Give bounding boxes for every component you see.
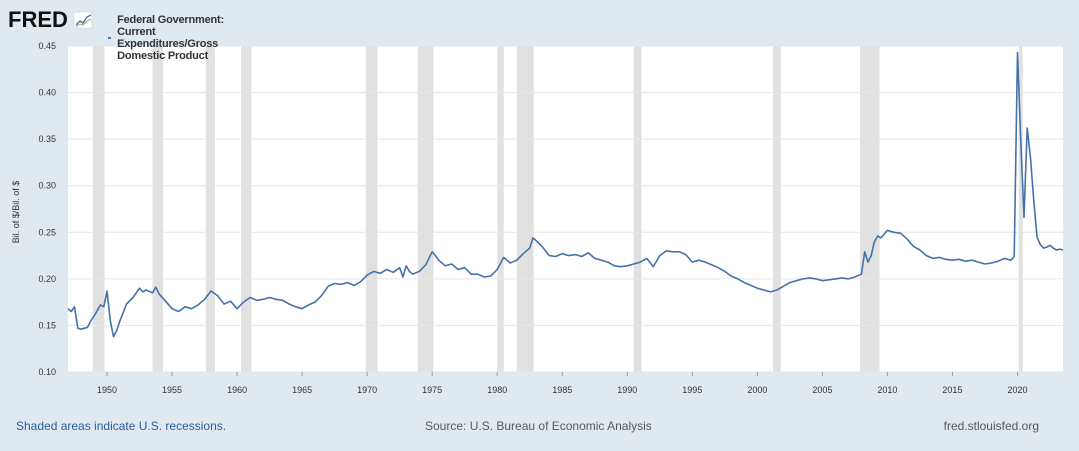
x-tick-label: 1985 xyxy=(552,385,572,395)
y-tick-label: 0.35 xyxy=(38,134,56,144)
recession-band xyxy=(240,46,252,372)
legend-swatch xyxy=(108,37,112,39)
x-tick-label: 2020 xyxy=(1007,385,1027,395)
y-axis-ticks: 0.10 0.15 0.20 0.25 0.30 0.35 0.40 0.45 xyxy=(38,41,56,377)
legend: Federal Government: Current Expenditures… xyxy=(108,14,225,62)
recession-band xyxy=(92,46,105,372)
x-tick-label: 1990 xyxy=(617,385,637,395)
y-tick-label: 0.15 xyxy=(38,320,56,330)
fred-logo-text: FRED xyxy=(8,7,68,32)
gridlines xyxy=(68,45,1063,373)
x-tick-label: 1950 xyxy=(97,385,117,395)
x-tick-label: 1980 xyxy=(487,385,507,395)
x-tick-label: 2010 xyxy=(877,385,897,395)
recession-band xyxy=(365,46,378,372)
x-tick-label: 1995 xyxy=(682,385,702,395)
y-tick-label: 0.45 xyxy=(38,41,56,51)
recession-bands xyxy=(92,46,1023,372)
recession-band xyxy=(1018,46,1023,372)
x-tick-label: 1965 xyxy=(292,385,312,395)
plot-area xyxy=(68,46,1063,372)
recession-band xyxy=(497,46,504,372)
x-tick-label: 1975 xyxy=(422,385,442,395)
legend-label: Federal Government: Current Expenditures… xyxy=(117,14,224,62)
x-tick-label: 1970 xyxy=(357,385,377,395)
y-axis-label: Bil. of $/Bil. of $ xyxy=(11,181,21,244)
x-tick-label: 2000 xyxy=(747,385,767,395)
x-tick-label: 2015 xyxy=(942,385,962,395)
fred-logo[interactable]: FRED xyxy=(8,6,98,34)
x-tick-label: 1955 xyxy=(162,385,182,395)
recession-band xyxy=(152,46,163,372)
x-axis-ticks: 1950 1955 1960 1965 1970 1975 1980 1985 1990 1995… xyxy=(97,372,1027,395)
recession-band xyxy=(205,46,215,372)
series-line[interactable] xyxy=(67,51,1064,338)
fred-logo-chart-icon xyxy=(73,11,93,29)
y-tick-label: 0.25 xyxy=(38,227,56,237)
recession-band xyxy=(633,46,642,372)
recession-band xyxy=(860,46,880,372)
y-tick-label: 0.40 xyxy=(38,88,56,98)
recession-band xyxy=(772,46,781,372)
recession-band xyxy=(417,46,434,372)
y-tick-label: 0.30 xyxy=(38,181,56,191)
fred-site-link[interactable]: fred.stlouisfed.org xyxy=(943,419,1039,433)
x-tick-label: 2005 xyxy=(812,385,832,395)
recession-band xyxy=(516,46,534,372)
recessions-note-link[interactable]: Shaded areas indicate U.S. recessions. xyxy=(16,419,227,433)
y-tick-label: 0.10 xyxy=(38,367,56,377)
source-note: Source: U.S. Bureau of Economic Analysis xyxy=(425,419,652,433)
x-tick-label: 1960 xyxy=(227,385,247,395)
y-tick-label: 0.20 xyxy=(38,274,56,284)
